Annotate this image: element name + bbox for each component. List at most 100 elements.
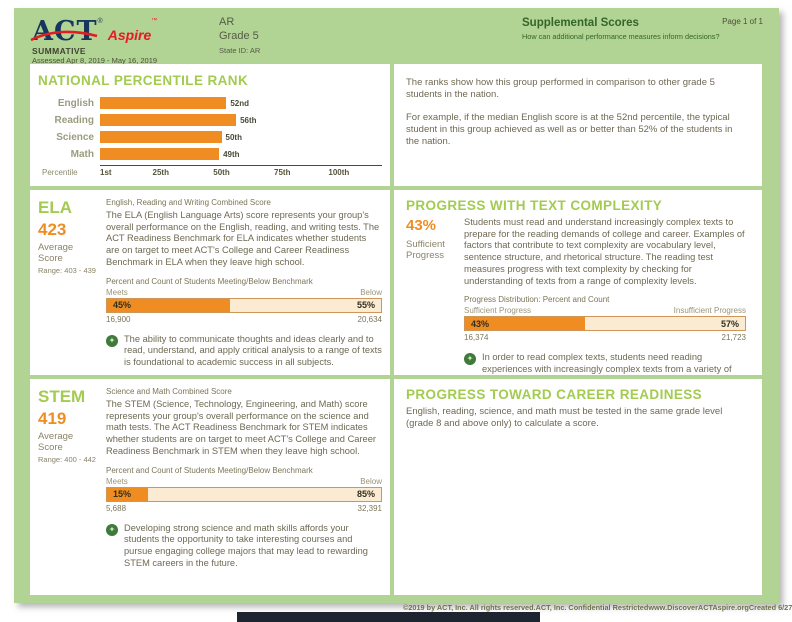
page-footer: ©2019 by ACT, Inc. All rights reserved. …: [403, 603, 792, 612]
report-page: ACT® Aspire ™ SUMMATIVE Assessed Apr 8, 20…: [14, 8, 779, 603]
ela-section: ELA 423 Average Score Range: 403 - 439 E…: [30, 190, 390, 375]
text-complexity-title: PROGRESS WITH TEXT COMPLEXITY: [406, 198, 663, 213]
stem-score-caption: Average Score: [38, 431, 74, 454]
npr-value: 49th: [223, 149, 240, 159]
npr-track: 50th: [100, 131, 343, 143]
stem-bar-title: Percent and Count of Students Meeting/Be…: [106, 465, 313, 475]
npr-tick: 25th: [152, 168, 169, 177]
bottom-toolbar-handle[interactable]: [237, 612, 540, 622]
npr-title: NATIONAL PERCENTILE RANK: [38, 73, 249, 88]
npr-bar: [100, 131, 222, 143]
ela-subheading: English, Reading and Writing Combined Sc…: [106, 198, 271, 207]
npr-row-label: Math: [70, 148, 94, 160]
ela-bar-labels: Meets Below: [106, 288, 382, 297]
ela-meets-count: 16,900: [106, 314, 131, 324]
npr-row-label: Reading: [54, 114, 94, 126]
npr-axis-line: [100, 165, 382, 166]
report-subtitle: How can additional performance measures …: [522, 32, 720, 41]
text-complexity-bar: 43% 57%: [464, 316, 746, 332]
insight-icon: ✦: [106, 334, 118, 347]
footer-confidential: ACT, Inc. Confidential Restricted: [535, 603, 649, 612]
stem-note: ✦ Developing strong science and math ski…: [106, 523, 382, 570]
insufficient-percent: 57%: [720, 318, 739, 329]
insufficient-segment: 57%: [585, 317, 745, 331]
grade-label: Grade 5: [219, 29, 259, 42]
stem-name: STEM: [38, 387, 86, 406]
npr-bar-chart: English 52nd Reading 56th Science 50th M…: [38, 97, 390, 180]
ela-average-score: 423: [38, 219, 67, 239]
stem-body: Science and Math Combined Score The STEM…: [102, 387, 382, 595]
npr-axis-label: Percentile: [42, 168, 78, 177]
stem-meets-label: Meets: [106, 476, 128, 486]
npr-bar: [100, 114, 237, 126]
text-complexity-section: PROGRESS WITH TEXT COMPLEXITY 43% Suffic…: [394, 190, 762, 375]
ela-bar-title: Percent and Count of Students Meeting/Be…: [106, 276, 313, 286]
registered-mark: ®: [97, 18, 103, 25]
sufficient-progress-caption: Sufficient Progress: [406, 239, 445, 262]
text-complexity-bar-title: Progress Distribution: Percent and Count: [464, 295, 610, 305]
stem-benchmark-bar: 15% 85%: [106, 486, 382, 502]
npr-row-label: English: [57, 97, 94, 109]
horizontal-divider-2: [30, 375, 762, 379]
npr-value: 50th: [225, 132, 242, 142]
ela-paragraph: The ELA (English Language Arts) score re…: [106, 210, 380, 267]
sufficient-percent: 43%: [471, 318, 490, 329]
ela-benchmark-bar: 45% 55%: [106, 297, 382, 313]
npr-bar: [100, 148, 220, 160]
npr-row-science: Science 50th: [38, 131, 390, 143]
career-readiness-title: PROGRESS TOWARD CAREER READINESS: [406, 387, 703, 402]
footer-website: www.DiscoverACTAspire.org: [648, 603, 749, 612]
ela-below-count: 20,634: [357, 314, 382, 324]
stem-bar-counts: 5,688 32,391: [106, 504, 382, 513]
npr-tick: 50th: [213, 168, 230, 177]
npr-track: 52nd: [100, 97, 343, 109]
ela-bar-counts: 16,900 20,634: [106, 315, 382, 324]
text-complexity-paragraph: Students must read and understand increa…: [464, 217, 745, 286]
header-group-info: AR Grade 5 State ID: AR: [219, 16, 260, 55]
ela-name: ELA: [38, 198, 72, 217]
stem-meets-segment: 15%: [107, 487, 149, 501]
stem-paragraph: The STEM (Science, Technology, Engineeri…: [106, 399, 376, 456]
npr-description-p1: The ranks show how this group performed …: [406, 77, 715, 101]
horizontal-divider-1: [30, 186, 762, 190]
region-label: AR: [219, 16, 235, 28]
stem-subheading: Science and Math Combined Score: [106, 387, 232, 396]
ela-body: English, Reading and Writing Combined Sc…: [102, 198, 382, 375]
act-logo-text: ACT: [32, 16, 98, 47]
npr-axis-ticks: Percentile 1st 25th 50th 75th 100th: [42, 168, 349, 180]
stem-meets-percent: 15%: [113, 489, 132, 500]
stem-meets-count: 5,688: [106, 503, 127, 513]
stem-score-range: Range: 400 - 442: [38, 454, 96, 464]
aspire-logo-text: Aspire: [107, 27, 152, 43]
sufficient-count: 16,374: [464, 333, 489, 343]
ela-score-caption: Average Score: [38, 242, 74, 265]
npr-tick: 75th: [274, 168, 291, 177]
insufficient-count: 21,723: [721, 333, 746, 343]
npr-tick: 1st: [100, 168, 112, 177]
ela-score-block: ELA 423 Average Score Range: 403 - 439: [38, 198, 102, 375]
stem-average-score: 419: [38, 408, 67, 428]
program-label: SUMMATIVE: [32, 46, 86, 56]
npr-bar: [100, 97, 227, 109]
report-title: Supplemental Scores: [522, 17, 639, 29]
stem-below-percent: 85%: [356, 489, 375, 500]
text-complexity-counts: 16,374 21,723: [464, 333, 746, 342]
career-readiness-paragraph: English, reading, science, and math must…: [406, 406, 723, 429]
footer-copyright: ©2019 by ACT, Inc. All rights reserved.: [403, 603, 536, 612]
npr-value: 52nd: [230, 98, 250, 108]
ela-score-range: Range: 403 - 439: [38, 265, 96, 275]
footer-created-date: Created 6/27/2019: [748, 603, 792, 612]
career-readiness-section: PROGRESS TOWARD CAREER READINESS English…: [394, 379, 762, 595]
insight-icon: ✦: [464, 353, 476, 366]
npr-description-p2: For example, if the median English score…: [406, 111, 733, 148]
insufficient-label: Insufficient Progress: [673, 306, 746, 316]
trademark-mark: ™: [151, 18, 158, 24]
ela-below-percent: 55%: [356, 300, 375, 311]
ela-below-label: Below: [360, 287, 382, 297]
content-area: NATIONAL PERCENTILE RANK English 52nd Re…: [30, 64, 762, 595]
ela-note: ✦ The ability to communicate thoughts an…: [106, 334, 382, 369]
text-complexity-bar-labels: Sufficient Progress Insufficient Progres…: [464, 306, 746, 315]
text-complexity-stat: 43% Sufficient Progress: [406, 217, 464, 375]
npr-description: The ranks show how this group performed …: [394, 64, 762, 186]
npr-tick: 100th: [328, 168, 350, 177]
